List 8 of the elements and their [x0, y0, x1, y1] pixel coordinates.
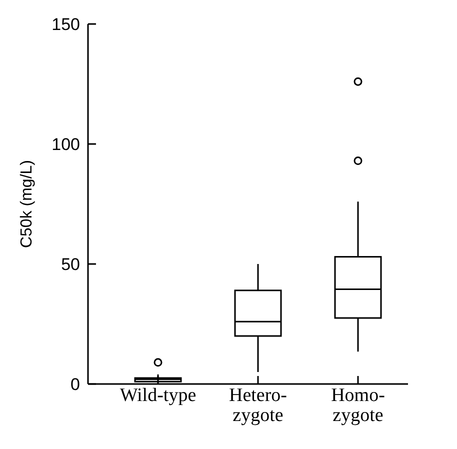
y-tick-label: 0 — [70, 375, 80, 394]
x-tick-label: Homo- zygote — [331, 385, 385, 426]
x-tick-label: Hetero- zygote — [228, 385, 288, 426]
x-tick-label: Wild-type — [120, 385, 196, 406]
y-tick-label: 100 — [52, 135, 80, 154]
y-tick-label: 50 — [61, 255, 80, 274]
y-tick-label: 150 — [52, 15, 80, 34]
y-axis-title: C50k (mg/L) — [18, 160, 36, 248]
